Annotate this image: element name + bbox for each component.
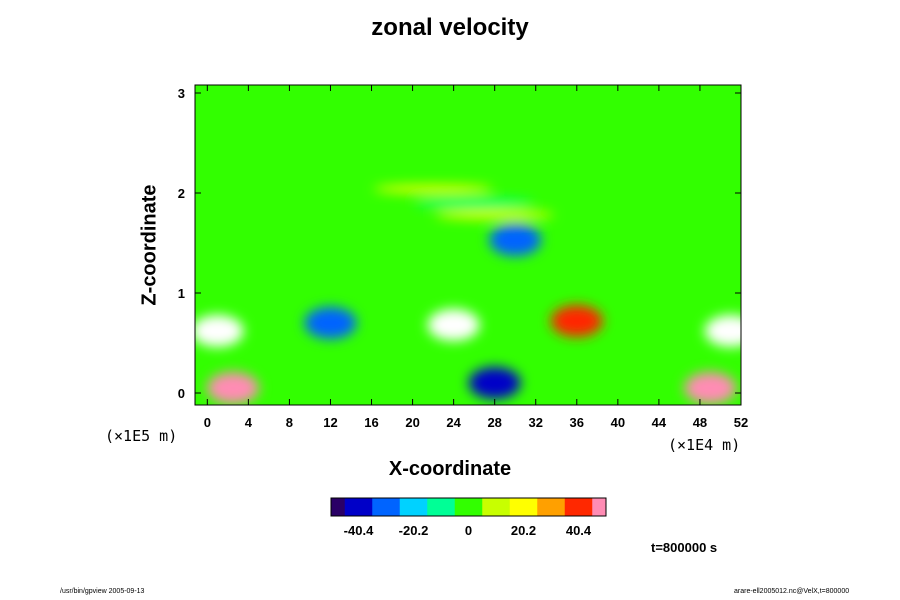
field-feature-7 [704, 315, 741, 347]
colorbar-cell [413, 498, 421, 516]
field-feature-2 [434, 211, 555, 219]
colorbar-cell [551, 498, 559, 516]
z-tick-label: 1 [178, 286, 185, 301]
colorbar-cell [502, 498, 511, 516]
field-feature-3 [489, 224, 542, 256]
colorbar-cell [496, 498, 504, 516]
colorbar-cell [447, 498, 456, 516]
field-feature-1 [414, 199, 535, 207]
z-axis: 0 1 2 3 [178, 86, 741, 401]
x-unit-label: (×1E4 m) [668, 436, 741, 454]
colorbar-cell [441, 498, 449, 516]
x-tick-label: 32 [529, 415, 543, 430]
x-axis: 0 4 8 12 16 20 24 28 32 36 40 44 48 52 [204, 85, 748, 430]
colorbar-cell [578, 498, 586, 516]
x-tick-label: 52 [734, 415, 748, 430]
x-tick-label: 4 [245, 415, 253, 430]
x-tick-label: 0 [204, 415, 211, 430]
x-tick-label: 40 [611, 415, 625, 430]
colorbar-cell [365, 498, 373, 516]
z-tick-label: 0 [178, 386, 185, 401]
colorbar-tick-label: -40.4 [344, 523, 374, 538]
colorbar-cell [530, 498, 538, 516]
colorbar-tick-label: -20.2 [399, 523, 429, 538]
x-tick-label: 28 [487, 415, 501, 430]
x-tick-label: 16 [364, 415, 378, 430]
x-tick-label: 36 [570, 415, 584, 430]
colorbar-frame [330, 497, 607, 517]
colorbar-cell [392, 498, 401, 516]
colorbar-cell [420, 498, 428, 516]
field-feature-11 [684, 372, 737, 404]
x-tick-label: 24 [446, 415, 461, 430]
x-tick-label: 12 [323, 415, 337, 430]
z-unit-label: (×1E5 m) [105, 427, 178, 445]
colorbar-cell [337, 498, 346, 516]
colorbar-cell [386, 498, 394, 516]
colorbar-cell [372, 498, 380, 516]
field-feature-0 [373, 185, 494, 193]
colorbar-cell [482, 498, 490, 516]
field-feature-4 [427, 309, 480, 341]
colorbar-cell [544, 498, 552, 516]
colorbar-cell [523, 498, 531, 516]
colorbar-tick-label: 20.2 [511, 523, 536, 538]
x-tick-label: 48 [693, 415, 707, 430]
z-tick-label: 3 [178, 86, 185, 101]
colorbar-cell [434, 498, 442, 516]
colorbar-cell [571, 498, 579, 516]
x-tick-label: 44 [652, 415, 667, 430]
footer-command: /usr/bin/gpview 2005-09-13 [60, 588, 145, 595]
colorbar-cell [509, 498, 518, 516]
x-axis-label: X-coordinate [388, 458, 512, 480]
colorbar-cell [358, 498, 366, 516]
colorbar-cell [468, 498, 476, 516]
colorbar-cell [454, 498, 463, 516]
colorbar-cell [427, 498, 435, 516]
field-feature-5 [550, 305, 603, 337]
colorbar-cell [461, 498, 469, 516]
colorbar-cell [379, 498, 387, 516]
colorbar-cell [557, 498, 566, 516]
field-feature-9 [468, 367, 521, 399]
y-axis-label: Z-coordinate [138, 184, 161, 306]
plot-background [195, 85, 741, 405]
colorbar-tick-label: 40.4 [566, 523, 592, 538]
z-tick-label: 2 [178, 186, 185, 201]
colorbar-cell [489, 498, 497, 516]
field-blobs [195, 185, 741, 404]
velocity-field [195, 185, 741, 404]
time-label: t=800000 s [651, 540, 718, 555]
x-tick-label: 20 [405, 415, 419, 430]
plot-frame [194, 84, 742, 406]
colorbar-cell [331, 498, 339, 516]
x-tick-label: 8 [286, 415, 293, 430]
colorbar-cell [475, 498, 483, 516]
field-feature-8 [304, 307, 357, 339]
colorbar: -40.4 -20.2 0 20.2 40.4 [330, 497, 607, 538]
colorbar-cell [564, 498, 573, 516]
colorbar-cell [351, 498, 359, 516]
colorbar-cell [406, 498, 414, 516]
colorbar-cell [592, 498, 600, 516]
colorbar-cell [599, 498, 607, 516]
footer-file: arare-ell2005012.nc@VelX,t=800000 [734, 588, 850, 595]
chart-title: zonal velocity [371, 14, 529, 41]
colorbar-cell [585, 498, 593, 516]
field-feature-10 [206, 372, 259, 404]
field-feature-6 [195, 315, 244, 347]
colorbar-cell [399, 498, 408, 516]
colorbar-cell [537, 498, 545, 516]
colorbar-cell [516, 498, 524, 516]
colorbar-cell [344, 498, 353, 516]
colorbar-tick-label: 0 [465, 523, 472, 538]
